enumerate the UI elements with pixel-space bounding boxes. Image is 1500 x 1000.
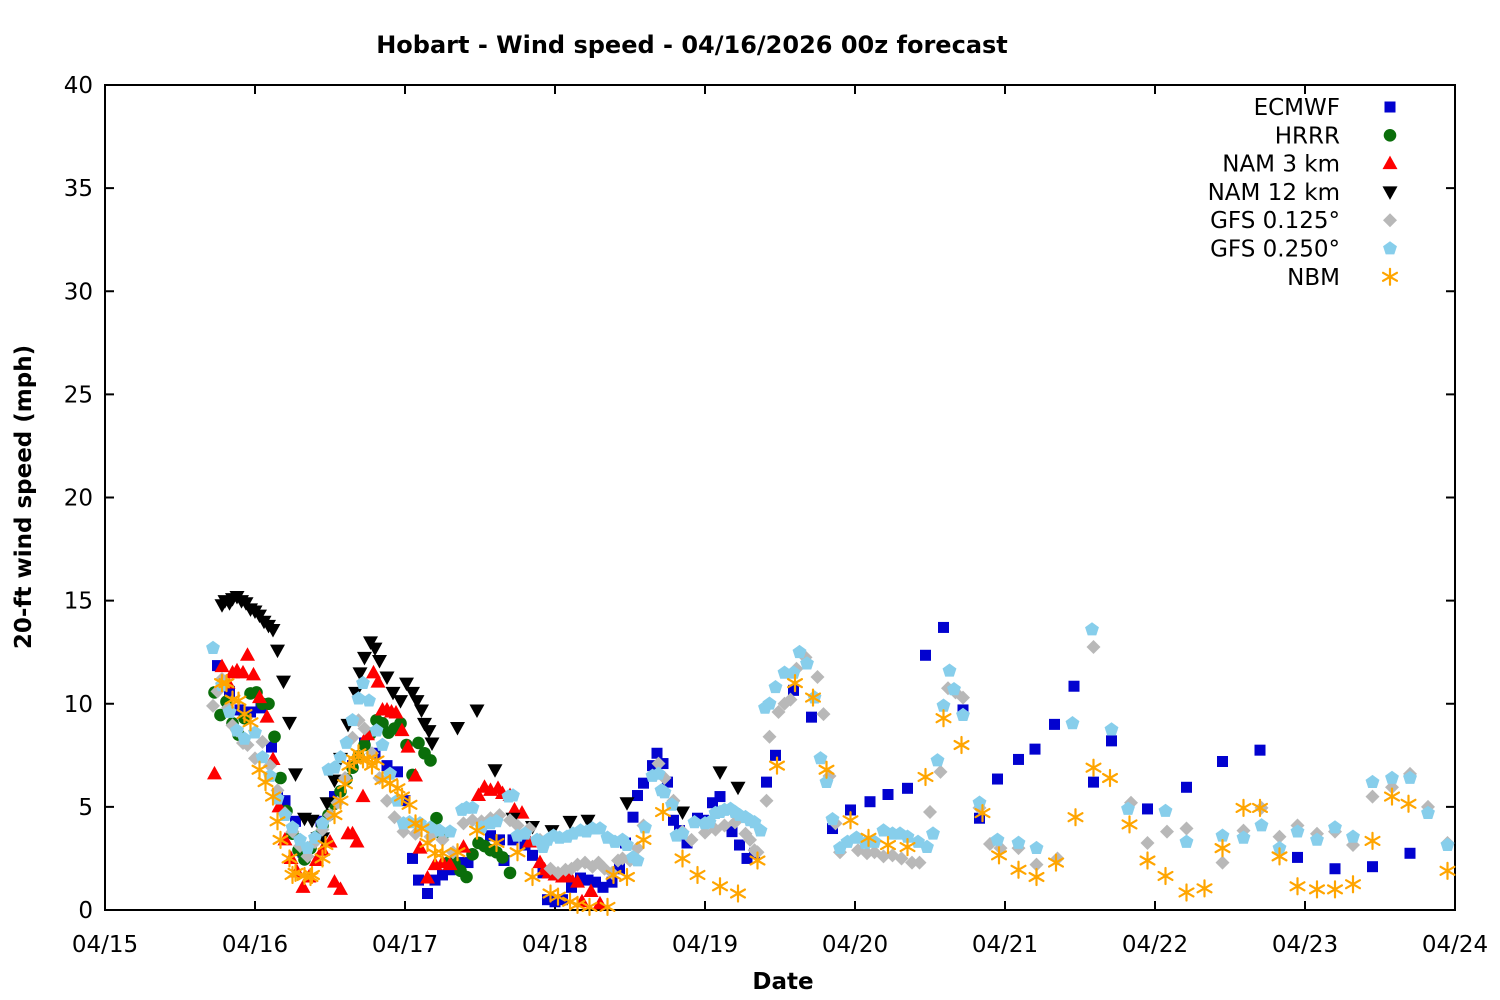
series-nam-12-km — [214, 591, 746, 846]
legend-item-nam-3-km: NAM 3 km — [1222, 152, 1398, 178]
legend-marker-diamond-icon — [1383, 213, 1397, 228]
y-tick-label: 0 — [78, 898, 93, 924]
legend-item-label: NAM 12 km — [1208, 180, 1340, 206]
legend-item-gfs-0-125-: GFS 0.125° — [1210, 208, 1397, 234]
legend-item-label: ECMWF — [1254, 95, 1340, 121]
x-tick-label: 04/23 — [1272, 932, 1338, 958]
legend-marker-pentagon-icon — [1383, 241, 1397, 255]
series-gfs-0-250- — [206, 622, 1455, 867]
x-tick-label: 04/22 — [1122, 932, 1188, 958]
series-gfs-0-125- — [206, 640, 1455, 880]
legend-item-label: HRRR — [1275, 123, 1340, 149]
y-tick-label: 10 — [64, 692, 93, 718]
y-tick-label: 25 — [64, 382, 93, 408]
y-tick-label: 15 — [64, 589, 93, 615]
legend-item-nam-12-km: NAM 12 km — [1208, 180, 1398, 206]
legend-marker-triangle-up-icon — [1382, 155, 1398, 170]
legend-marker-triangle-down-icon — [1382, 186, 1398, 200]
series-ecmwf — [212, 621, 1416, 908]
legend-marker-asterisk-icon — [1381, 267, 1399, 286]
y-tick-label: 20 — [64, 486, 93, 512]
y-axis-label: 20-ft wind speed (mph) — [11, 345, 37, 649]
chart-title: Hobart - Wind speed - 04/16/2026 00z for… — [376, 31, 1008, 59]
axes: 04/15 04/16 04/17 04/18 04/19 04/20 04/21 04/22… — [64, 73, 1488, 958]
y-tick-label: 40 — [64, 73, 93, 99]
x-axis-label: Date — [752, 969, 813, 995]
legend-marker-square-icon — [1384, 101, 1396, 113]
y-tick-label: 35 — [64, 176, 93, 202]
x-tick-label: 04/21 — [972, 932, 1038, 958]
legend-item-ecmwf: ECMWF — [1254, 95, 1396, 121]
legend-marker-circle-icon — [1383, 129, 1397, 142]
legend-item-label: NBM — [1287, 265, 1340, 291]
series-nbm — [213, 674, 1456, 917]
x-tick-label: 04/16 — [222, 932, 288, 958]
y-tick-label: 30 — [64, 279, 93, 305]
legend-item-label: NAM 3 km — [1222, 152, 1340, 178]
x-tick-label: 04/15 — [72, 932, 138, 958]
x-tick-label: 04/18 — [522, 932, 588, 958]
legend-item-nbm: NBM — [1287, 265, 1399, 291]
data-points-layer — [206, 591, 1456, 917]
legend-item-label: GFS 0.125° — [1210, 208, 1340, 234]
x-tick-label: 04/24 — [1422, 932, 1488, 958]
legend-item-label: GFS 0.250° — [1210, 237, 1340, 263]
x-tick-label: 04/19 — [672, 932, 738, 958]
legend-item-hrrr: HRRR — [1275, 123, 1397, 149]
legend-item-gfs-0-250-: GFS 0.250° — [1210, 237, 1397, 263]
x-tick-label: 04/20 — [822, 932, 888, 958]
y-tick-label: 5 — [78, 795, 93, 821]
x-tick-label: 04/17 — [372, 932, 438, 958]
